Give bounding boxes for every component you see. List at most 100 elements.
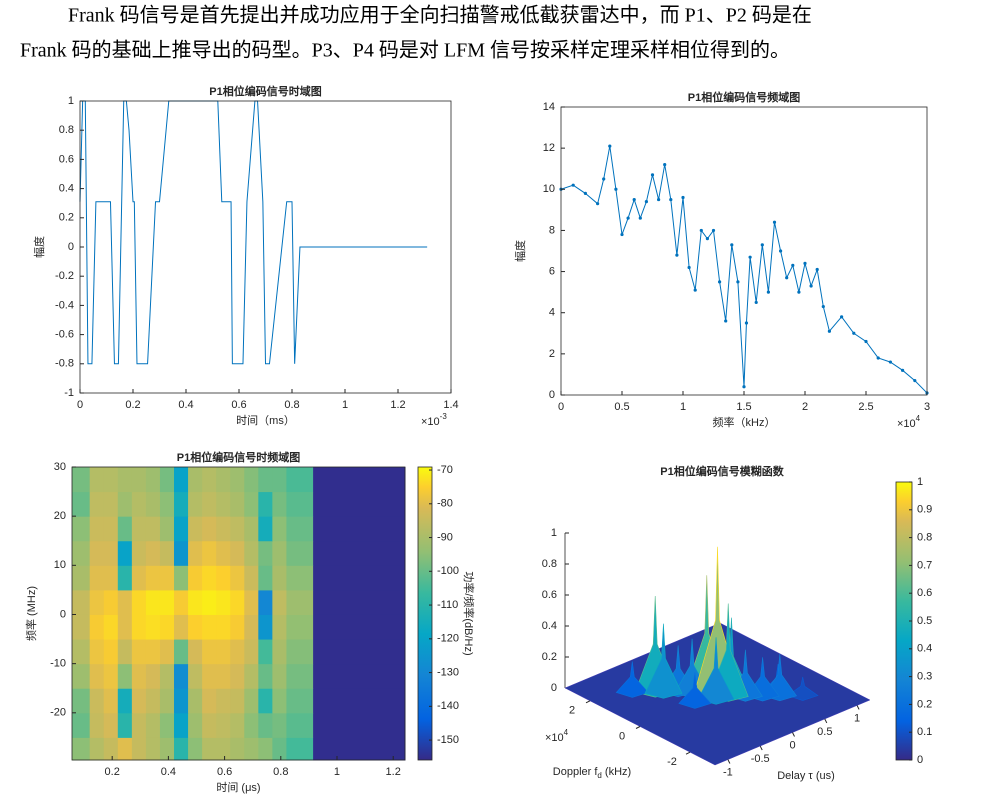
- heatmap-cell: [188, 540, 203, 566]
- heatmap-cell: [272, 688, 287, 714]
- heatmap-cell: [202, 737, 217, 761]
- heatmap-cell: [286, 712, 314, 738]
- y-tick: [635, 726, 641, 729]
- heatmap-cell: [145, 737, 161, 761]
- heatmap-cell: [89, 565, 105, 591]
- y-tick-label: -0.8: [55, 358, 74, 370]
- data-point: [669, 197, 673, 202]
- heatmap-cell: [89, 589, 105, 615]
- y-axis-label: Doppler fd (kHz): [553, 766, 631, 780]
- heatmap-cell: [89, 540, 105, 566]
- y-tick-label: 0: [68, 241, 74, 253]
- heatmap-cell: [286, 565, 314, 591]
- heatmap-cell: [258, 663, 273, 689]
- heatmap-cell: [230, 565, 245, 591]
- heatmap-cell: [103, 712, 119, 738]
- x-tick-label: 1.2: [390, 399, 405, 411]
- data-point: [748, 255, 752, 259]
- y-tick-label: 30: [54, 461, 66, 473]
- x-tick-label: 0.4: [178, 399, 193, 411]
- x-tick-label: 0.8: [273, 766, 288, 778]
- colorbar-tick-label: 0: [917, 754, 923, 766]
- colorbar-tick-label: 0.2: [917, 698, 932, 710]
- heatmap-cell: [159, 737, 175, 761]
- heatmap-cell: [258, 467, 273, 493]
- heatmap-cell: [159, 589, 175, 615]
- data-point: [742, 385, 746, 389]
- heatmap-cell: [117, 639, 133, 665]
- heatmap-cell: [174, 663, 189, 689]
- data-point: [675, 253, 679, 257]
- x-tick-label: 0.6: [217, 766, 232, 778]
- heatmap-cell: [103, 589, 119, 615]
- x-tick-label: 1: [680, 401, 686, 413]
- heatmap-cell: [313, 491, 406, 517]
- y-axis-label: 幅度: [32, 236, 46, 258]
- paragraph-line: Frank 码的基础上推导出的码型。P3、P4 码是对 LFM 信号按采样定理采…: [20, 39, 790, 62]
- heatmap-cell: [230, 712, 245, 738]
- x-tick-label: 1.5: [736, 401, 751, 413]
- heatmap-cell: [89, 467, 105, 493]
- heatmap-cell: [244, 639, 259, 665]
- colorbar: [417, 466, 433, 761]
- heatmap-cell: [244, 540, 259, 566]
- y-tick-label: 6: [549, 265, 555, 277]
- y-tick-label: -20: [50, 707, 66, 719]
- chart-title: P1相位编码信号频域图: [688, 90, 800, 104]
- heatmap-cell: [202, 516, 217, 542]
- y-tick-label: -10: [50, 658, 66, 670]
- data-point: [852, 331, 856, 335]
- heatmap-cell: [188, 639, 203, 665]
- heatmap-cell: [89, 712, 105, 738]
- axes-box: [71, 466, 406, 761]
- z-tick-label: 1: [551, 527, 557, 539]
- data-point: [815, 267, 819, 272]
- colorbar-tick-label: -140: [437, 700, 459, 712]
- heatmap-cell: [258, 589, 273, 615]
- heatmap-cell: [313, 540, 406, 566]
- data-point: [724, 319, 728, 323]
- heatmap-cell: [103, 491, 119, 517]
- data-point: [711, 228, 716, 233]
- y-tick-label: 10: [54, 559, 66, 571]
- heatmap-cell: [72, 737, 91, 761]
- heatmap-cell: [103, 565, 119, 591]
- y-axis-label: 频率 (MHz): [24, 586, 38, 641]
- heatmap-cell: [117, 467, 133, 493]
- heatmap-cell: [89, 491, 105, 517]
- heatmap-cell: [230, 663, 245, 689]
- heatmap-cell: [72, 639, 91, 665]
- chart-title: P1相位编码信号时频域图: [177, 450, 300, 464]
- z-tick-label: 0: [551, 682, 557, 694]
- data-point: [772, 220, 777, 224]
- data-point: [583, 191, 588, 195]
- colorbar-tick-label: 0.4: [917, 643, 932, 655]
- data-point: [901, 368, 905, 372]
- y-tick-label: 0.4: [59, 183, 74, 195]
- heatmap-cell: [117, 688, 133, 714]
- heatmap-cell: [286, 737, 314, 761]
- colorbar-tick-label: -120: [437, 633, 459, 645]
- heatmap-cell: [244, 491, 259, 517]
- heatmap-cell: [286, 663, 314, 689]
- data-point: [596, 202, 600, 206]
- surface-peak: [678, 672, 712, 709]
- heatmap-cell: [103, 737, 119, 761]
- heatmap-cell: [272, 516, 287, 542]
- heatmap-cell: [286, 688, 314, 714]
- heatmap-cell: [216, 491, 231, 517]
- x-axis-label: 时间 (μs): [216, 781, 260, 794]
- heatmap-cell: [313, 565, 406, 591]
- data-line: [560, 145, 928, 394]
- x-axis-label: 频率（kHz）: [713, 415, 776, 429]
- heatmap-cell: [174, 712, 189, 738]
- x-tick-label: 1: [854, 712, 860, 724]
- heatmap-cell: [131, 565, 147, 591]
- x-tick-label: 1.4: [443, 399, 458, 411]
- axes-box: [560, 106, 928, 396]
- heatmap-cell: [188, 589, 203, 615]
- heatmap-cell: [286, 467, 314, 493]
- colorbar-tick-label: -90: [437, 531, 453, 543]
- label-subscript: d: [597, 771, 601, 780]
